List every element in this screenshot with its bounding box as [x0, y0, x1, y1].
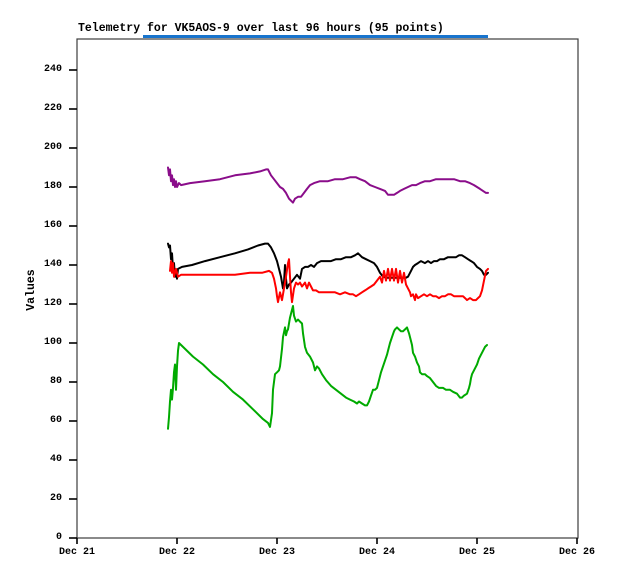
x-tick-label: Dec 25	[458, 547, 495, 558]
y-tick-label: 0	[55, 532, 62, 543]
y-tick-label: 220	[43, 103, 62, 114]
x-tick-label: Dec 26	[558, 547, 595, 558]
series-line-channel-black	[167, 242, 489, 290]
series-line-channel-green	[167, 305, 488, 430]
x-tick-label: Dec 21	[58, 547, 95, 558]
y-tick-label: 140	[43, 259, 62, 270]
chart-title: Telemetry for VK5AOS-9 over last 96 hour…	[78, 22, 444, 35]
plot-border	[76, 38, 579, 539]
y-tick-label: 180	[43, 181, 62, 192]
y-tick-label: 40	[49, 454, 62, 465]
y-tick-label: 20	[49, 493, 62, 504]
x-tick-label: Dec 24	[358, 547, 395, 558]
title-link-underline[interactable]	[143, 35, 488, 38]
x-tick-label: Dec 22	[158, 547, 195, 558]
y-tick-label: 120	[43, 298, 62, 309]
x-tick-label: Dec 23	[258, 547, 295, 558]
y-tick-label: 80	[49, 376, 62, 387]
y-tick-label: 100	[43, 337, 62, 348]
series-line-channel-red	[169, 258, 489, 304]
y-tick-label: 60	[49, 415, 62, 426]
y-tick-label: 160	[43, 220, 62, 231]
y-tick-label: 240	[43, 64, 62, 75]
series-line-channel-purple	[167, 166, 489, 204]
y-tick-label: 200	[43, 142, 62, 153]
